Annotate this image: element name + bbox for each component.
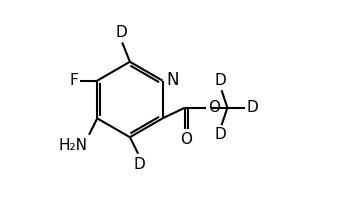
Text: D: D bbox=[246, 100, 258, 115]
Text: D: D bbox=[133, 157, 145, 172]
Text: O: O bbox=[180, 133, 192, 147]
Text: O: O bbox=[208, 100, 220, 115]
Text: H₂N: H₂N bbox=[58, 138, 87, 153]
Text: D: D bbox=[215, 73, 226, 88]
Text: D: D bbox=[215, 127, 226, 142]
Text: F: F bbox=[70, 73, 78, 88]
Text: D: D bbox=[115, 24, 127, 40]
Text: N: N bbox=[166, 71, 179, 89]
